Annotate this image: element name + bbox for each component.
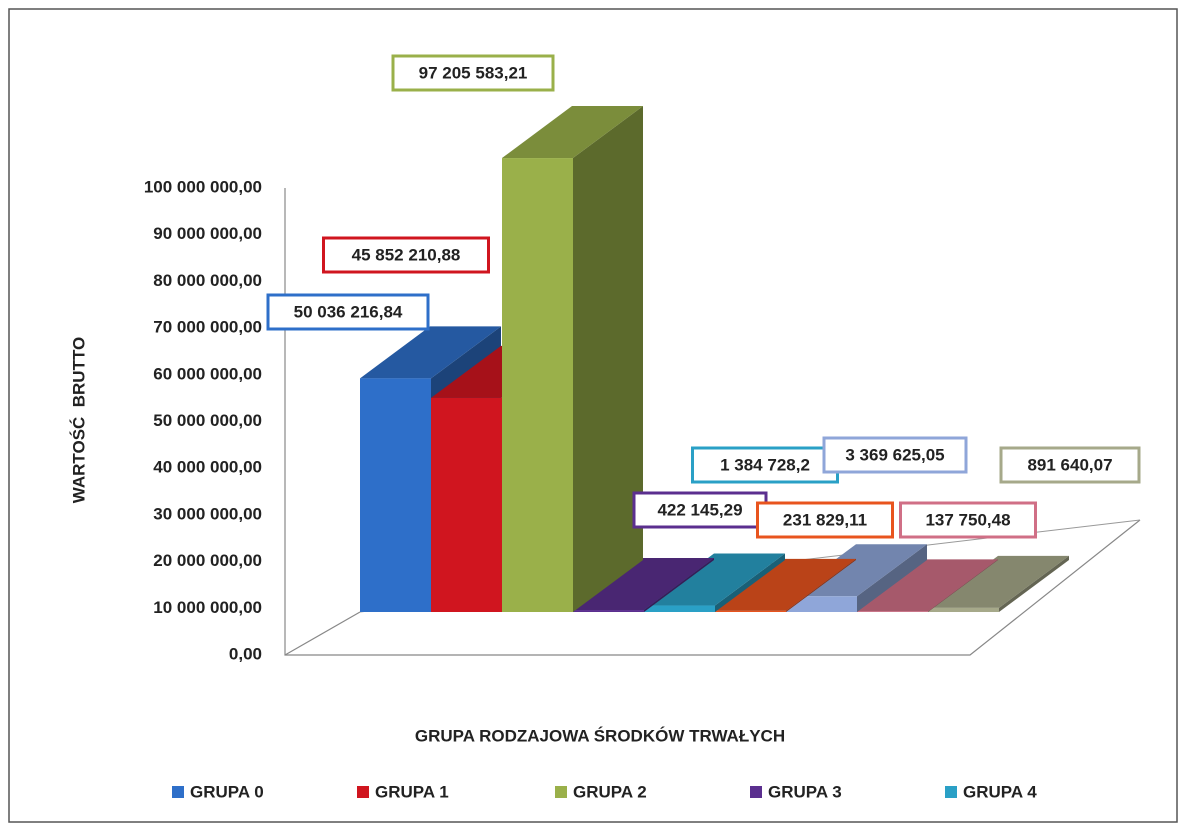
label-box [822,436,968,474]
y-tick-label: 30 000 000,00 [153,504,262,523]
bar [431,397,502,612]
bar-side [715,553,785,612]
label-box [691,446,839,484]
label-box [899,501,1037,539]
label-box [266,293,430,331]
label-box [391,54,555,92]
bar [928,607,999,612]
y-tick-label: 60 000 000,00 [153,364,262,383]
legend-label: GRUPA 1 [375,782,449,801]
floor-edge [284,611,361,656]
bar [573,610,644,612]
bar [715,610,786,612]
legend-label: GRUPA 0 [190,782,264,801]
data-label: 97 205 583,21 [419,63,528,82]
data-label: 137 750,48 [925,510,1010,529]
bar-side [644,558,714,612]
label-box [756,501,894,539]
y-tick-label: 100 000 000,00 [144,177,262,196]
bar-top [360,326,501,379]
bar-side [573,106,643,612]
y-axis-label: WARTOŚĆ BRUTTO [69,337,88,504]
bar-top [573,558,714,611]
bar-top [857,559,998,612]
legend-swatch [555,786,567,798]
legend-label: GRUPA 3 [768,782,842,801]
bar-side [786,558,856,612]
bar-top [502,106,643,159]
legend-label: GRUPA 4 [963,782,1037,801]
bar [644,605,715,612]
legend-swatch [750,786,762,798]
label-box [632,491,768,529]
y-tick-label: 40 000 000,00 [153,458,262,477]
data-label: 45 852 210,88 [352,245,461,264]
y-tick-label: 20 000 000,00 [153,551,262,570]
bar [360,378,431,612]
data-label: 1 384 728,2 [720,455,810,474]
x-axis-label: GRUPA RODZAJOWA ŚRODKÓW TRWAŁYCH [415,726,785,745]
y-tick-label: 0,00 [229,644,262,663]
bar-top [715,558,856,611]
data-label: 3 369 625,05 [845,445,944,464]
data-label: 231 829,11 [783,510,867,529]
label-box [999,446,1141,484]
legend-swatch [357,786,369,798]
y-tick-label: 10 000 000,00 [153,598,262,617]
bar-top [928,555,1069,608]
legend-label: GRUPA 2 [573,782,647,801]
label-box [322,236,490,274]
bar [857,611,928,612]
bar [502,158,573,612]
data-label: 50 036 216,84 [294,302,403,321]
y-tick-label: 50 000 000,00 [153,411,262,430]
legend-swatch [172,786,184,798]
y-tick-label: 70 000 000,00 [153,318,262,337]
bar-side [928,559,998,612]
legend-swatch [945,786,957,798]
data-label: 891 640,07 [1027,455,1112,474]
y-tick-label: 80 000 000,00 [153,271,262,290]
bar-side [999,555,1069,612]
y-tick-label: 90 000 000,00 [153,224,262,243]
bar [786,596,857,612]
bar-side [857,544,927,612]
bar-top [644,553,785,606]
data-label: 422 145,29 [657,500,742,519]
axis-frame [284,188,1141,656]
